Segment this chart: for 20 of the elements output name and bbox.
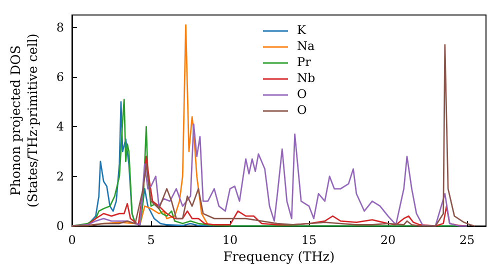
- legend-label: O: [297, 87, 307, 101]
- y-axis-title: Phonon projected DOS (States/THz·primitive cell): [9, 33, 41, 208]
- legend-label: K: [297, 23, 307, 37]
- y-tick-label: 2: [56, 169, 64, 184]
- x-tick-label: 25: [459, 233, 475, 247]
- y-tick-label: 6: [56, 70, 64, 84]
- x-tick-label: 15: [301, 233, 317, 247]
- y-tick-label: 4: [56, 120, 64, 134]
- y-tick-label: 0: [56, 219, 64, 233]
- x-tick-label: 20: [380, 233, 396, 247]
- x-tick-label: 5: [147, 233, 155, 247]
- legend-label: Nb: [297, 71, 316, 85]
- x-tick-label: 0: [68, 233, 76, 247]
- legend-label: Pr: [297, 55, 312, 69]
- legend-label: Na: [297, 39, 315, 53]
- y-tick-label: 8: [56, 20, 64, 34]
- x-tick-label: 10: [222, 233, 238, 247]
- line-series: [71, 124, 468, 227]
- x-axis-title: Frequency (THz): [223, 250, 335, 265]
- legend-label: O: [297, 103, 307, 117]
